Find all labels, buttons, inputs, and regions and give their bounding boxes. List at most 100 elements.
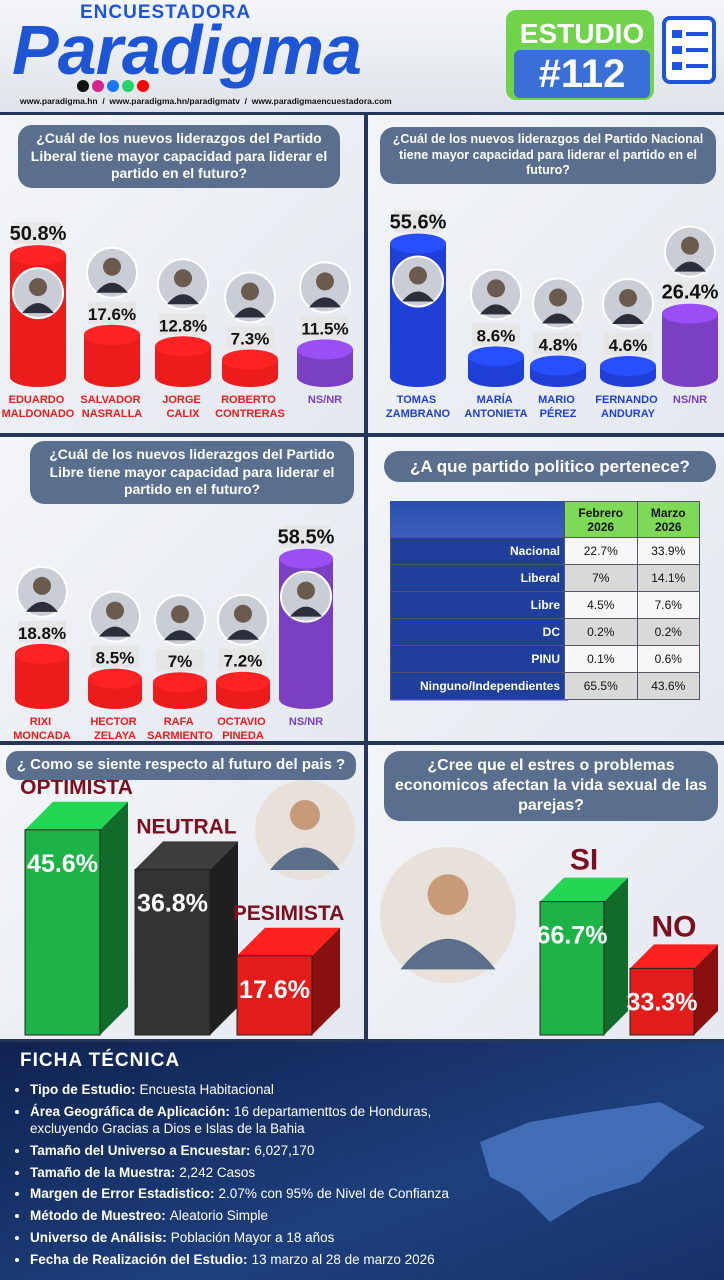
value-label-bg	[219, 648, 267, 671]
ficha-item: Tipo de Estudio:Encuesta Habitacional	[30, 1082, 470, 1099]
value-label-bg	[88, 301, 136, 324]
category-label: NS/NR	[308, 394, 342, 406]
table-cell: 0.6%	[636, 645, 700, 673]
ficha-label: Área Geográfica de Aplicación:	[30, 1103, 230, 1119]
value-label: 4.8%	[539, 335, 578, 354]
chart: 18.8% RIXI MONCADA 8.5% HECTOR ZELAYA 7% RAFA…	[13, 525, 335, 741]
value-label-bg	[14, 222, 62, 245]
value-label: 11.5%	[301, 319, 348, 338]
category-label: SI	[570, 844, 598, 877]
chart: 50.8% EDUARDO MALDONADO 17.6% SALVADOR NASR…	[2, 222, 353, 420]
row-header: PINU	[390, 645, 565, 673]
brand: Paradigma	[12, 11, 362, 89]
photo-head	[487, 279, 505, 298]
cylinder	[15, 653, 69, 709]
cylinder	[155, 346, 211, 387]
cylinder-top	[279, 548, 333, 569]
photo-head	[619, 288, 637, 307]
links[interactable]: www.paradigma.hn / www.paradigma.hn/para…	[20, 96, 392, 106]
value-label: 7.3%	[231, 329, 270, 348]
cylinder-top	[216, 671, 270, 692]
cylinder-top	[468, 346, 524, 367]
bar	[24, 829, 101, 1036]
photo-body	[674, 261, 706, 272]
ficha-tecnica: FICHA TÉCNICA Tipo de Estudio:Encuesta H…	[0, 1042, 724, 1280]
row-header: Ninguno/Independientes	[390, 672, 565, 700]
value-label-bg	[301, 316, 349, 339]
photo-body	[270, 847, 340, 870]
icon[interactable]	[77, 80, 89, 92]
bar-side	[100, 801, 128, 1035]
value-label-bg	[91, 645, 139, 668]
category-label: HECTOR ZELAYA	[90, 716, 139, 741]
cylinder-top	[88, 668, 142, 689]
study-label: ESTUDIO	[519, 18, 645, 49]
icon[interactable]	[122, 80, 134, 92]
category-label: OCTAVIO PINEDA	[217, 716, 269, 741]
chart: 66.7% SI 33.3% NO	[380, 844, 718, 1036]
photo-head	[234, 604, 252, 623]
cylinder	[297, 349, 353, 387]
cylinder	[84, 334, 140, 387]
value-label-bg	[604, 332, 652, 355]
photo-body	[26, 601, 58, 612]
icon[interactable]	[137, 80, 149, 92]
table-cell: 65.5%	[564, 672, 638, 700]
bar-side	[210, 841, 238, 1035]
photo-body	[480, 304, 512, 315]
category-label: NS/NR	[673, 394, 707, 406]
ficha-item: Área Geográfica de Aplicación:16 departa…	[30, 1104, 470, 1138]
value-label-bg	[666, 280, 714, 303]
category-label: EDUARDO MALDONADO	[2, 394, 75, 420]
table-panel: ¿A que partido politico pertenece? Febre…	[368, 437, 724, 741]
table-cell: 33.9%	[636, 537, 700, 565]
category-label: FERNANDO ANDURAY	[595, 394, 660, 420]
photo-body	[402, 291, 434, 302]
table-row: Liberal 7% 14.1%	[390, 564, 700, 592]
row-header: Libre	[390, 591, 565, 619]
bar-top	[630, 944, 718, 969]
ficha-text: Aleatorio Simple	[169, 1208, 269, 1224]
cylinder-top	[84, 324, 140, 345]
photo-body	[227, 629, 259, 640]
ficha-label: Tamaño del Universo a Encuestar:	[30, 1142, 251, 1158]
photo-head	[290, 800, 320, 830]
table-row: Libre 4.5% 7.6%	[390, 591, 700, 619]
cylinder-top	[390, 233, 446, 254]
ficha-item: Universo de Análisis:Población Mayor a 1…	[30, 1230, 470, 1247]
chart-panel: 18.8% RIXI MONCADA 8.5% HECTOR ZELAYA 7% RAFA…	[0, 437, 364, 741]
value-label: 18.8%	[18, 624, 66, 643]
photo-head	[33, 576, 51, 595]
category-label: NS/NR	[289, 716, 323, 728]
bar-top	[25, 801, 128, 830]
table-cell: 0.2%	[636, 618, 700, 646]
column-header: Febrero 2026	[564, 501, 638, 538]
cylinder-top	[297, 339, 353, 360]
chart-panel: 50.8% EDUARDO MALDONADO 17.6% SALVADOR NASR…	[0, 115, 364, 433]
value-label-bg	[156, 649, 204, 672]
table-cell: 0.1%	[564, 645, 638, 673]
question: ¿ Como se siente respecto al futuro del …	[6, 751, 356, 780]
chart: 45.6% OPTIMISTA 36.8% NEUTRAL 17.6% PESIMISTA	[20, 776, 355, 1036]
bar	[629, 967, 695, 1036]
value-label-bg	[18, 620, 66, 643]
value-label: 26.4%	[662, 282, 719, 304]
category-label: JORGE CALIX	[162, 394, 204, 420]
cylinder-top	[600, 355, 656, 376]
icon[interactable]	[107, 80, 119, 92]
icon[interactable]	[92, 80, 104, 92]
value-label: 7%	[168, 652, 193, 671]
photo-body	[99, 626, 131, 637]
ficha-item: Tamaño de la Muestra:2,242 Casos	[30, 1165, 470, 1182]
brand-top: ENCUESTADORA	[80, 2, 252, 23]
bar-side	[694, 944, 718, 1035]
ficha-label: Tipo de Estudio:	[30, 1082, 136, 1097]
row-header: Liberal	[390, 564, 565, 592]
photo-body	[542, 313, 574, 324]
photo-head	[29, 278, 47, 297]
cylinder-top	[155, 336, 211, 357]
ficha-text: 6,027,170	[254, 1142, 315, 1158]
cylinder-top	[153, 672, 207, 693]
photo-head	[297, 581, 315, 600]
ficha-label: Fecha de Realización del Estudio:	[30, 1252, 248, 1267]
